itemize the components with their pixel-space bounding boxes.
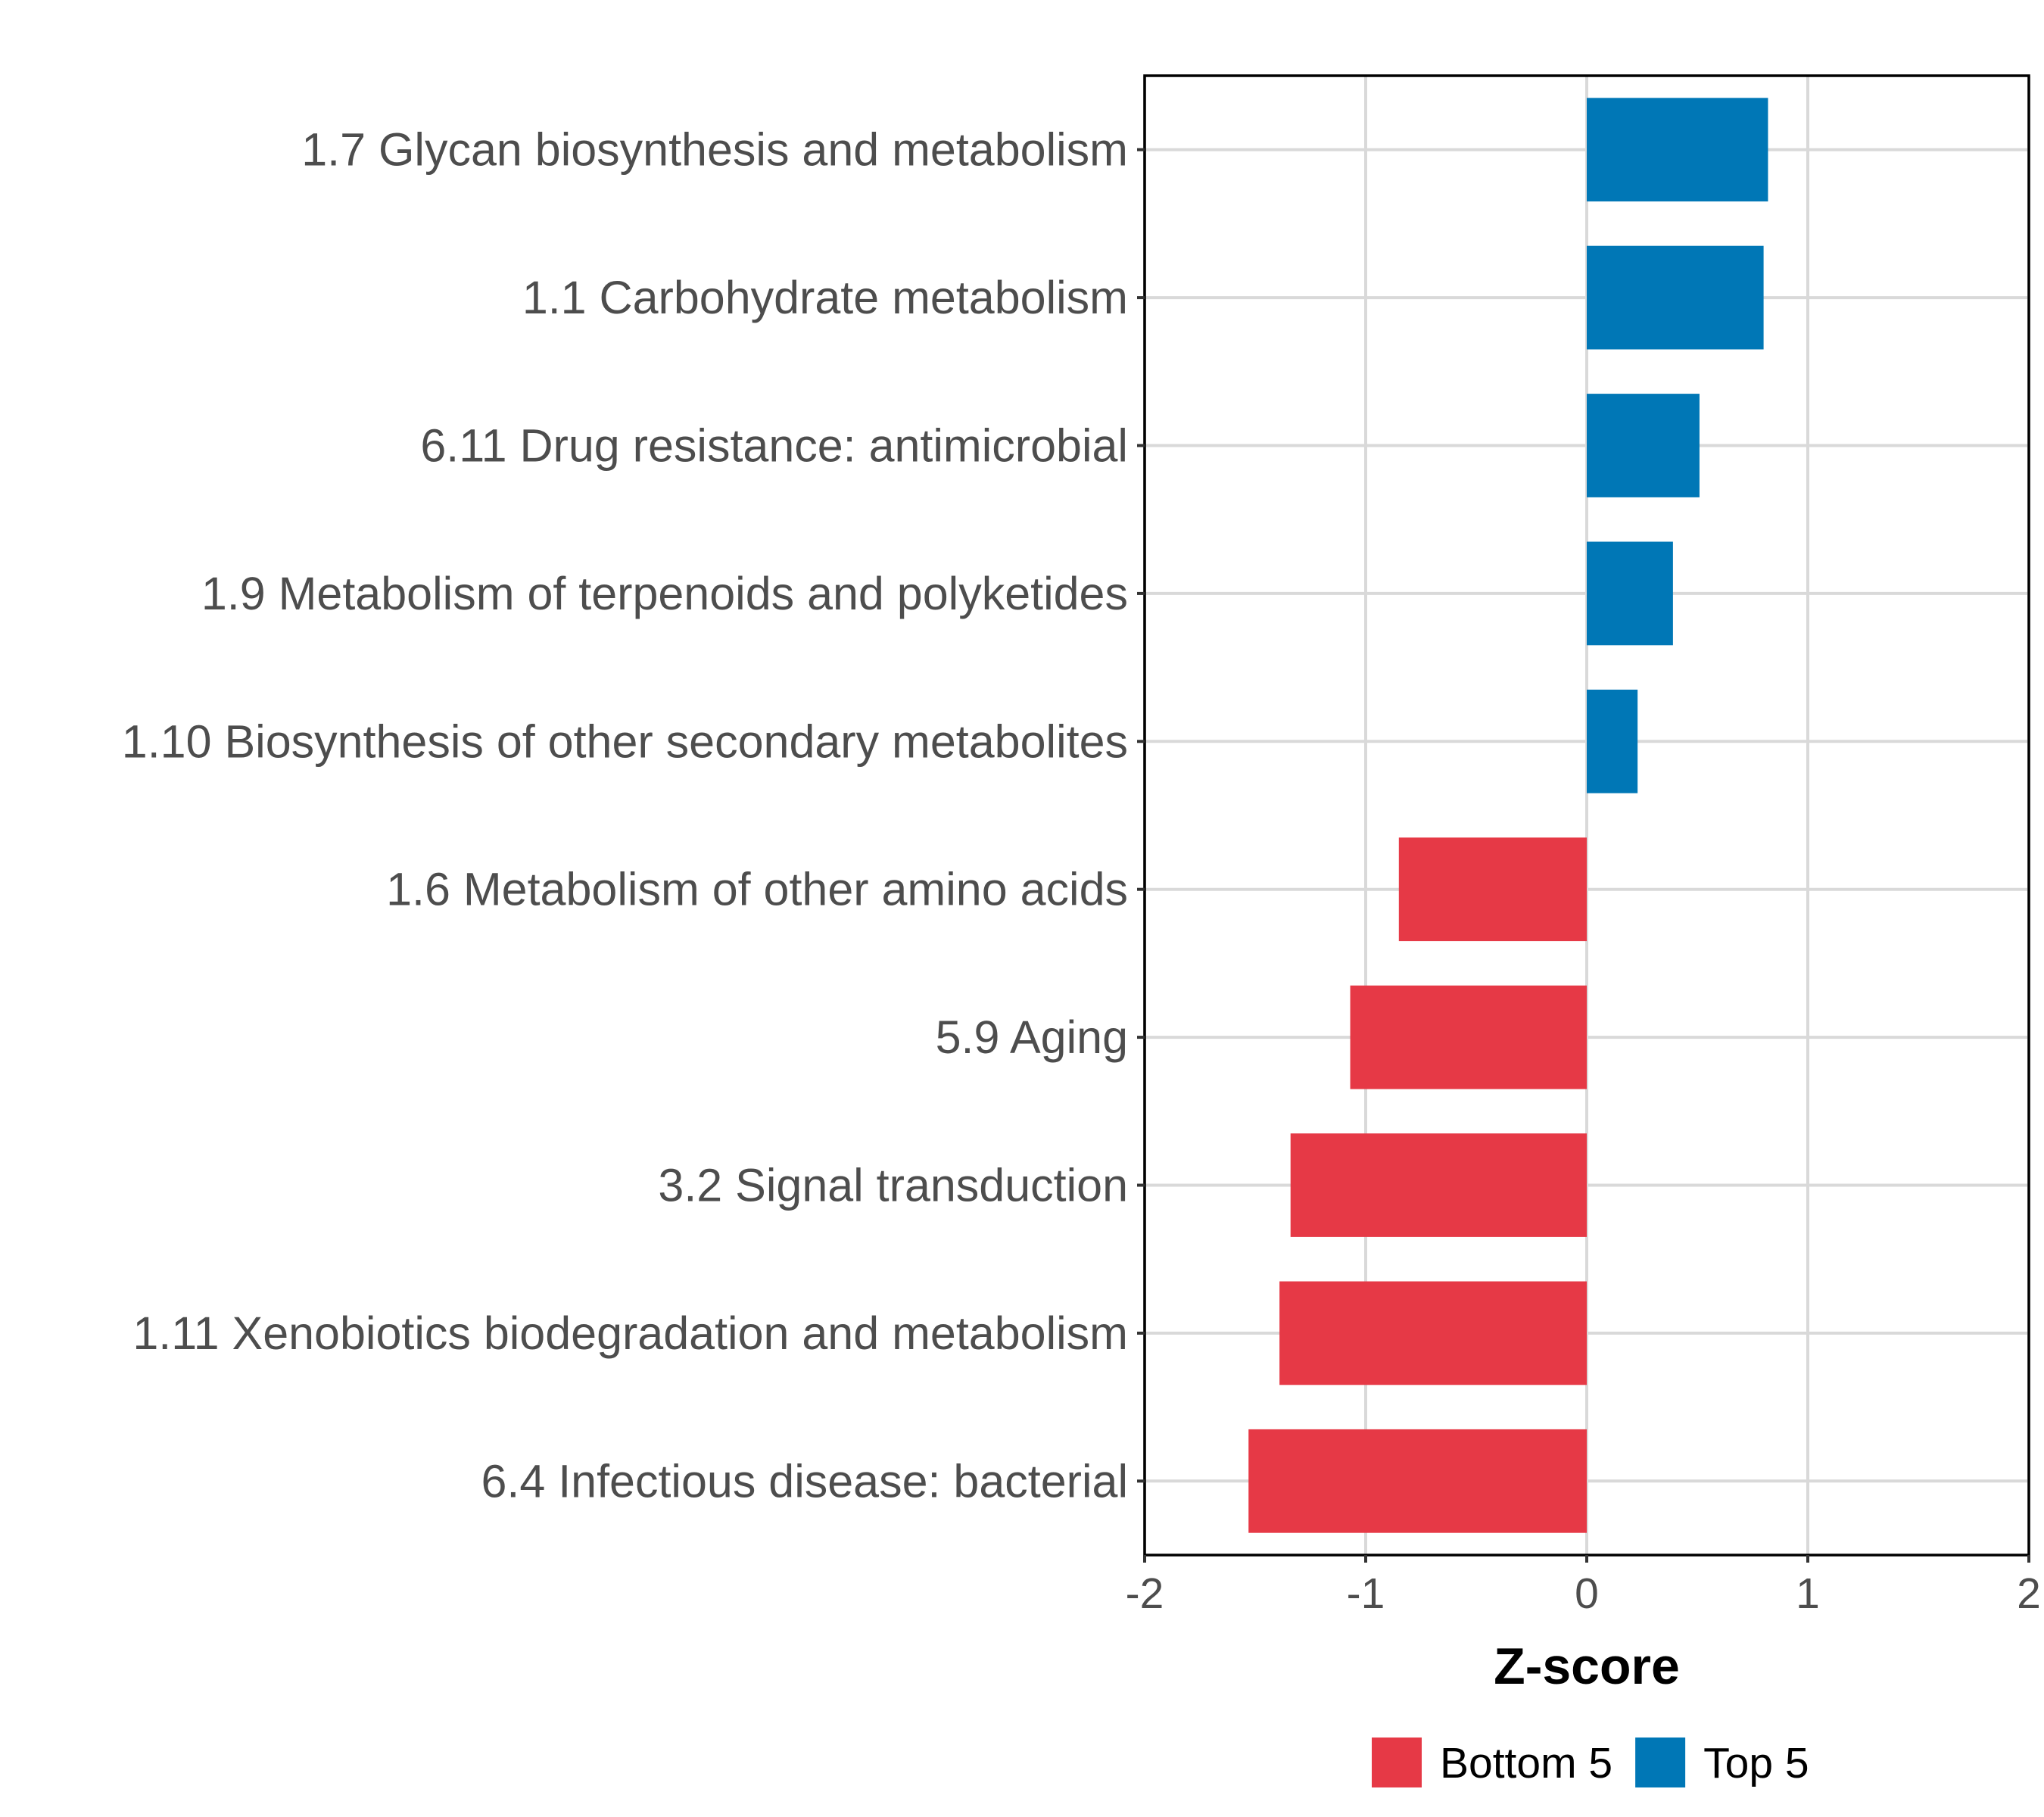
bar-top xyxy=(1587,98,1768,202)
bars xyxy=(1248,98,1768,1533)
x-tick-label: 0 xyxy=(1575,1569,1599,1618)
y-tick-label: 1.11 Xenobiotics biodegradation and meta… xyxy=(132,1307,1128,1359)
y-tick-label: 1.9 Metabolism of terpenoids and polyket… xyxy=(201,568,1128,619)
y-tick-label: 6.11 Drug resistance: antimicrobial xyxy=(420,420,1128,472)
legend-label: Bottom 5 xyxy=(1440,1739,1612,1787)
y-tick-label: 3.2 Signal transduction xyxy=(658,1160,1128,1211)
bar-top xyxy=(1587,541,1673,646)
x-tick-label: 1 xyxy=(1796,1569,1820,1618)
bar-bottom xyxy=(1279,1281,1587,1385)
bar-bottom xyxy=(1350,985,1587,1089)
x-tick-label: -1 xyxy=(1347,1569,1385,1618)
bar-bottom xyxy=(1398,837,1587,942)
x-tick-label: 2 xyxy=(2017,1569,2041,1618)
y-axis: 1.7 Glycan biosynthesis and metabolism 1.… xyxy=(122,124,1145,1507)
y-tick-label: 1.10 Biosynthesis of other secondary met… xyxy=(122,715,1128,767)
y-tick-label: 6.4 Infectious disease: bacterial xyxy=(481,1455,1128,1507)
legend-label: Top 5 xyxy=(1703,1739,1809,1787)
x-tick-label: -2 xyxy=(1126,1569,1164,1618)
y-tick-label: 1.1 Carbohydrate metabolism xyxy=(522,272,1128,323)
y-tick-label: 5.9 Aging xyxy=(936,1011,1128,1063)
legend-key xyxy=(1635,1738,1686,1787)
bar-top xyxy=(1587,245,1764,350)
y-tick-label: 1.6 Metabolism of other amino acids xyxy=(386,864,1128,915)
x-axis-title: Z-score xyxy=(1494,1638,1680,1695)
legend: Bottom 5 Top 5 xyxy=(1372,1738,1809,1787)
bar-bottom xyxy=(1248,1429,1587,1533)
bar-top xyxy=(1587,689,1638,793)
y-tick-label: 1.7 Glycan biosynthesis and metabolism xyxy=(301,124,1128,176)
x-axis: -2 -1 0 1 2 xyxy=(1126,1555,2041,1618)
legend-key xyxy=(1372,1738,1422,1787)
bar-top xyxy=(1587,394,1700,497)
bar-bottom xyxy=(1290,1133,1587,1237)
